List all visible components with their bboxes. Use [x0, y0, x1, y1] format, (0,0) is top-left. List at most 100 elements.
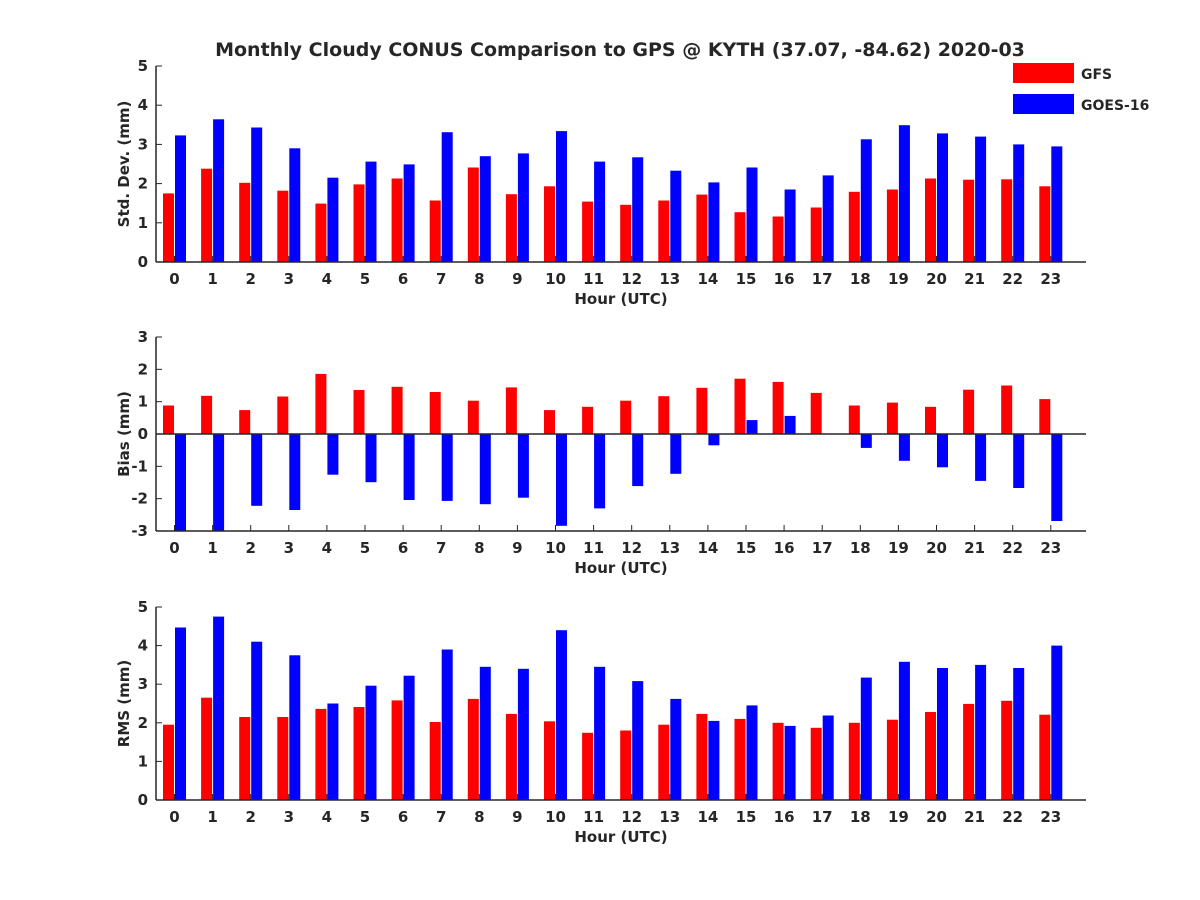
bar-goes-16-hour-11: [594, 666, 606, 800]
bar-gfs-hour-10: [544, 410, 555, 434]
bar-gfs-hour-20: [925, 178, 936, 262]
bar-goes-16-hour-16: [784, 415, 796, 434]
bar-goes-16-hour-16: [784, 725, 796, 800]
x-tick-label: 18: [850, 808, 871, 826]
bar-gfs-hour-21: [963, 389, 975, 434]
x-tick-label: 8: [474, 808, 484, 826]
bar-goes-16-hour-14: [708, 434, 720, 446]
bar-gfs-hour-1: [201, 168, 213, 262]
bar-gfs-hour-2: [239, 410, 251, 434]
bar-gfs-hour-9: [505, 194, 517, 262]
bar-goes-16-hour-23: [1051, 645, 1063, 800]
bar-gfs-hour-4: [315, 203, 327, 262]
bar-gfs-hour-11: [582, 201, 594, 262]
bar-gfs-hour-10: [544, 186, 555, 262]
x-tick-label: 12: [621, 808, 642, 826]
bar-gfs-hour-17: [810, 727, 822, 800]
bar-goes-16-hour-3: [289, 655, 301, 801]
x-tick-label: 23: [1040, 270, 1061, 288]
bar-gfs-hour-8: [467, 400, 479, 434]
bar-gfs-hour-7: [429, 200, 441, 262]
x-tick-label: 6: [398, 539, 408, 557]
x-tick-label: 15: [736, 539, 757, 557]
bar-gfs-hour-15: [734, 212, 746, 262]
bar-gfs-hour-17: [810, 392, 822, 434]
bar-goes-16-hour-10: [556, 434, 567, 526]
bar-gfs-hour-11: [582, 406, 594, 434]
bar-goes-16-hour-14: [708, 720, 720, 800]
bar-goes-16-hour-22: [1013, 668, 1025, 800]
bar-gfs-hour-7: [429, 392, 441, 434]
x-tick-label: 9: [512, 539, 522, 557]
bar-gfs-hour-11: [582, 732, 594, 800]
x-tick-label: 7: [436, 270, 446, 288]
bar-gfs-hour-4: [315, 373, 327, 434]
x-tick-label: 22: [1002, 270, 1023, 288]
bar-goes-16-hour-4: [327, 177, 339, 262]
bar-gfs-hour-19: [886, 402, 898, 434]
bar-gfs-hour-17: [810, 207, 822, 262]
bar-goes-16-hour-15: [746, 705, 758, 800]
bar-goes-16-hour-16: [784, 189, 796, 262]
bar-gfs-hour-8: [467, 698, 479, 800]
x-tick-label: 11: [583, 539, 604, 557]
bar-gfs-hour-19: [886, 719, 898, 800]
x-tick-label: 16: [774, 808, 795, 826]
x-tick-label: 10: [545, 270, 566, 288]
bar-goes-16-hour-11: [594, 434, 606, 509]
y-tick-label: 4: [138, 96, 148, 114]
bar-goes-16-hour-1: [213, 119, 225, 262]
x-tick-label: 4: [322, 270, 332, 288]
bar-goes-16-hour-9: [517, 153, 529, 262]
bar-goes-16-hour-8: [479, 434, 491, 505]
y-tick-label: 0: [138, 253, 148, 271]
bar-gfs-hour-12: [620, 730, 632, 800]
x-tick-label: 16: [774, 539, 795, 557]
x-tick-label: 20: [926, 808, 947, 826]
x-tick-label: 3: [284, 539, 294, 557]
x-tick-label: 5: [360, 808, 370, 826]
bar-gfs-hour-2: [239, 717, 251, 800]
x-tick-label: 1: [207, 539, 217, 557]
x-tick-label: 3: [284, 270, 294, 288]
y-axis-label: Bias (mm): [115, 391, 133, 477]
x-axis-label: Hour (UTC): [574, 559, 667, 577]
x-tick-label: 19: [888, 808, 909, 826]
x-tick-label: 2: [245, 270, 255, 288]
bar-gfs-hour-7: [429, 722, 441, 800]
x-tick-label: 12: [621, 539, 642, 557]
x-tick-label: 0: [169, 270, 179, 288]
bar-gfs-hour-16: [772, 381, 784, 434]
bar-goes-16-hour-1: [213, 434, 225, 531]
x-tick-label: 9: [512, 808, 522, 826]
x-tick-label: 17: [812, 270, 833, 288]
bar-goes-16-hour-20: [937, 434, 948, 468]
x-tick-label: 8: [474, 270, 484, 288]
legend-swatch-goes-16: [1013, 94, 1074, 114]
x-tick-label: 3: [284, 808, 294, 826]
bar-gfs-hour-23: [1039, 186, 1051, 262]
bar-goes-16-hour-5: [365, 434, 377, 483]
bar-gfs-hour-19: [886, 189, 898, 262]
bar-gfs-hour-6: [391, 386, 403, 434]
x-tick-label: 21: [964, 539, 985, 557]
bar-gfs-hour-12: [620, 400, 632, 434]
x-tick-label: 17: [812, 808, 833, 826]
bar-goes-16-hour-18: [860, 139, 872, 262]
bar-gfs-hour-5: [353, 390, 365, 434]
bar-goes-16-hour-15: [746, 420, 758, 434]
bar-gfs-hour-21: [963, 179, 975, 262]
bar-goes-16-hour-1: [213, 616, 225, 800]
x-tick-label: 19: [888, 539, 909, 557]
x-tick-label: 18: [850, 539, 871, 557]
bar-gfs-hour-0: [163, 724, 174, 800]
bar-gfs-hour-1: [201, 395, 213, 434]
bar-goes-16-hour-0: [175, 135, 186, 262]
bar-goes-16-hour-0: [175, 627, 186, 800]
bar-goes-16-hour-10: [556, 630, 567, 800]
bar-goes-16-hour-6: [403, 164, 415, 262]
bar-gfs-hour-8: [467, 167, 479, 262]
bar-goes-16-hour-19: [898, 125, 910, 262]
